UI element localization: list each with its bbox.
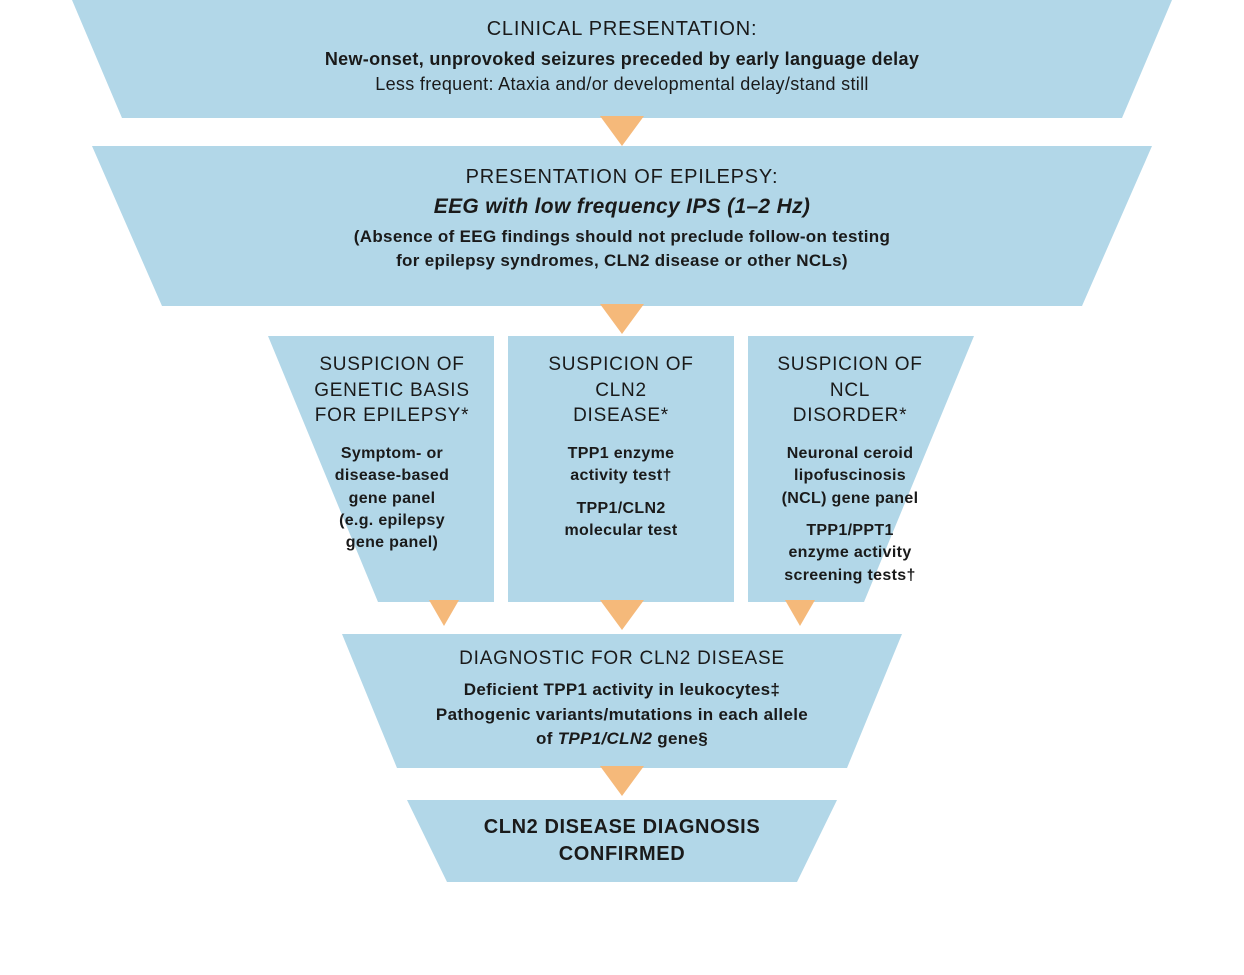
col-c-b5: enzyme activity [788,544,911,561]
col-a-t1: SUSPICION OF [319,354,464,375]
col-c-t1: SUSPICION OF [777,354,922,375]
arrow-4 [600,766,644,796]
level1-line2: Less frequent: Ataxia and/or development… [132,74,1112,95]
col-c-t3: DISORDER* [793,405,908,426]
arrow-3-left [429,600,459,626]
level2-title: PRESENTATION OF EPILEPSY: [152,166,1092,189]
col-ncl-disorder: SUSPICION OF NCL DISORDER* Neuronal cero… [748,336,974,602]
col-cln2-disease: SUSPICION OF CLN2 DISEASE* TPP1 enzyme a… [508,336,734,602]
level-diagnostic: DIAGNOSTIC FOR CLN2 DISEASE Deficient TP… [342,634,902,768]
col-a-b1: Symptom- or [341,445,443,462]
level-clinical-presentation: CLINICAL PRESENTATION: New-onset, unprov… [72,0,1172,118]
diagnostic-funnel: CLINICAL PRESENTATION: New-onset, unprov… [0,0,1244,975]
col-c-b3: (NCL) gene panel [782,490,919,507]
level4-line3b: TPP1/CLN2 [558,729,653,748]
level1-line1: New-onset, unprovoked seizures preceded … [132,49,1112,70]
level4-line3c: gene§ [652,729,708,748]
level5-line1: CLN2 DISEASE DIAGNOSIS [484,816,761,838]
level2-line1: EEG with low frequency IPS (1–2 Hz) [152,195,1092,219]
col-a-t3: FOR EPILEPSY* [315,405,470,426]
col-a-b3: gene panel [349,490,436,507]
level4-line1: Deficient TPP1 activity in leukocytes‡ [464,680,780,699]
level4-line2: Pathogenic variants/mutations in each al… [436,705,808,724]
col-b-t1: SUSPICION OF [548,354,693,375]
arrow-2 [600,304,644,334]
col-b-b4: molecular test [565,522,678,539]
col-a-b5: gene panel) [346,534,438,551]
level-suspicion-columns: SUSPICION OF GENETIC BASIS FOR EPILEPSY*… [268,336,976,602]
level2-line2b: for epilepsy syndromes, CLN2 disease or … [396,251,848,270]
col-genetic-epilepsy: SUSPICION OF GENETIC BASIS FOR EPILEPSY*… [268,336,494,602]
col-c-b2: lipofuscinosis [794,467,906,484]
level5-line2: CONFIRMED [559,843,686,865]
level-confirmed: CLN2 DISEASE DIAGNOSIS CONFIRMED [407,800,837,882]
level4-line3a: of [536,729,558,748]
col-b-t3: DISEASE* [573,405,669,426]
col-c-t2: NCL [830,380,870,401]
level4-title: DIAGNOSTIC FOR CLN2 DISEASE [382,648,862,670]
col-c-b4: TPP1/PPT1 [806,522,893,539]
col-c-b6: screening tests† [784,567,915,584]
arrow-3-right [785,600,815,626]
level1-title: CLINICAL PRESENTATION: [132,18,1112,41]
level2-line2a: (Absence of EEG findings should not prec… [354,227,890,246]
arrow-1 [600,116,644,146]
col-b-b2: activity test† [570,467,671,484]
col-b-b1: TPP1 enzyme [568,445,675,462]
level-epilepsy-presentation: PRESENTATION OF EPILEPSY: EEG with low f… [92,146,1152,306]
col-a-b4: (e.g. epilepsy [339,512,445,529]
col-c-b1: Neuronal ceroid [787,445,914,462]
col-b-t2: CLN2 [595,380,647,401]
col-a-b2: disease-based [335,467,449,484]
col-a-t2: GENETIC BASIS [314,380,470,401]
col-b-b3: TPP1/CLN2 [576,500,665,517]
arrow-3-center [600,600,644,630]
